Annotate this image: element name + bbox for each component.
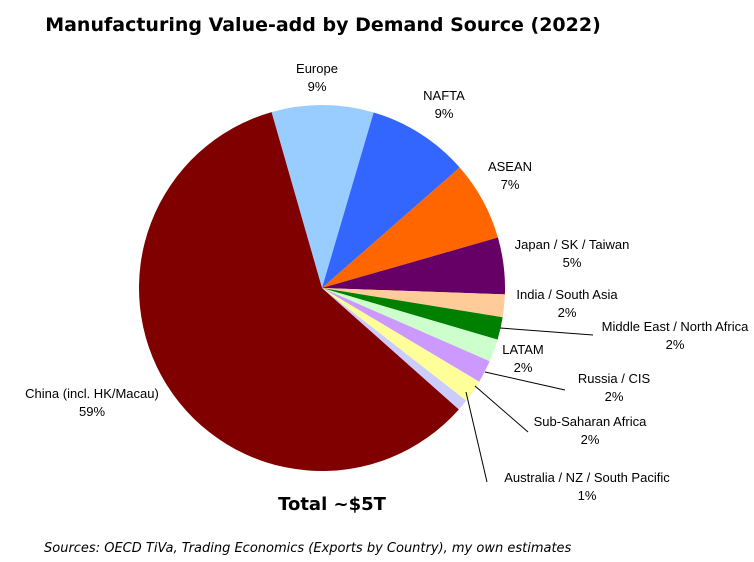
slice-percent: 59% — [79, 404, 105, 419]
slice-label: Middle East / North Africa — [602, 319, 749, 334]
pie-slice-china-incl-hk-macau — [138, 112, 459, 471]
pie-slice-latam — [322, 288, 498, 362]
slice-percent: 2% — [605, 389, 624, 404]
pie-slice-nafta — [322, 112, 460, 288]
slice-label: China (incl. HK/Macau) — [25, 386, 159, 401]
slice-label: ASEAN — [488, 159, 532, 174]
slice-percent: 2% — [581, 432, 600, 447]
pie-slice-europe — [271, 105, 374, 288]
slice-label: Russia / CIS — [578, 371, 651, 386]
pie-slice-australia-nz-south-pacific — [322, 288, 467, 410]
slice-percent: 2% — [514, 360, 533, 375]
pie-slice-india-south-asia — [322, 288, 505, 318]
slice-percent: 5% — [563, 255, 582, 270]
leader-line — [474, 385, 529, 433]
slice-label: Japan / SK / Taiwan — [515, 237, 630, 252]
slice-percent: 2% — [558, 305, 577, 320]
leader-line — [499, 327, 594, 336]
pie-slice-japan-sk-taiwan — [322, 237, 505, 295]
slice-percent: 7% — [501, 177, 520, 192]
total-annotation: Total ~$5T — [278, 494, 387, 515]
slice-label: Sub-Saharan Africa — [534, 414, 648, 429]
pie-slice-sub-saharan-africa — [322, 288, 480, 401]
leader-line — [465, 391, 488, 483]
slice-label: India / South Asia — [516, 287, 618, 302]
slice-percent: 9% — [435, 106, 454, 121]
slice-label: NAFTA — [423, 88, 465, 103]
slice-label: Australia / NZ / South Pacific — [504, 470, 670, 485]
slice-percent: 2% — [666, 337, 685, 352]
pie-slice-middle-east-north-africa — [322, 288, 503, 340]
slice-label: LATAM — [502, 342, 543, 357]
source-note: Sources: OECD TiVa, Trading Economics (E… — [44, 541, 572, 556]
pie-slice-russia-cis — [322, 288, 490, 382]
slice-percent: 9% — [308, 79, 327, 94]
leader-line — [484, 371, 566, 391]
slice-percent: 1% — [578, 488, 597, 503]
chart-title: Manufacturing Value-add by Demand Source… — [45, 14, 601, 36]
pie-slice-asean — [322, 167, 498, 288]
slice-label: Europe — [296, 61, 338, 76]
